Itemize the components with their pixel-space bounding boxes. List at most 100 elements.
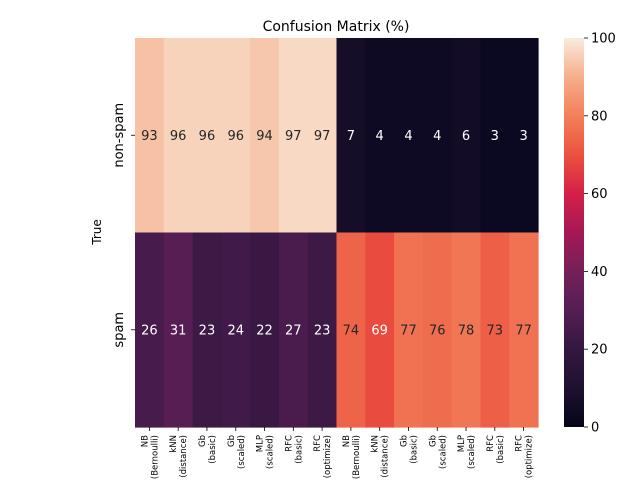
colorbar-tick-label: 100 xyxy=(591,32,616,47)
heatmap-cell xyxy=(451,38,482,234)
column-tick-label: kNN xyxy=(169,435,179,453)
row-tick-label: spam xyxy=(112,312,127,348)
row-tick-labels: non-spam spam xyxy=(112,103,135,348)
column-tick-label: NB xyxy=(140,435,150,447)
column-tick-label: (scaled) xyxy=(237,435,247,469)
colorbar xyxy=(564,38,584,427)
column-tick-label: (basic) xyxy=(208,435,218,464)
heatmap-cell xyxy=(509,232,539,428)
column-tick-label: RFC xyxy=(313,435,323,452)
column-tick-label: (basic) xyxy=(409,435,419,464)
column-tick-label: Gb xyxy=(227,435,237,447)
heatmap-cell xyxy=(278,232,309,428)
heatmap-cell xyxy=(221,38,251,234)
heatmap-cell xyxy=(192,232,222,428)
chart-title: Confusion Matrix (%) xyxy=(263,19,410,35)
colorbar-tick-label: 80 xyxy=(591,109,608,124)
column-tick-label: (basic) xyxy=(496,435,506,464)
column-tick-labels: NB (Bernoulli) kNN (distance) Gb (basic) Gb (sc… xyxy=(140,427,535,479)
cell-value-label: 3 xyxy=(519,129,527,144)
heatmap-cell xyxy=(163,38,194,234)
heatmap-cell xyxy=(365,38,395,234)
cell-value-label: 31 xyxy=(170,323,187,338)
cell-value-label: 78 xyxy=(458,323,475,338)
cell-value-label: 93 xyxy=(141,129,158,144)
cell-value-label: 4 xyxy=(404,129,412,144)
cell-value-label: 96 xyxy=(170,129,187,144)
heatmap-cell xyxy=(307,232,338,428)
column-tick-label: (distance) xyxy=(179,435,189,478)
heatmap-cell xyxy=(278,38,309,234)
heatmap-cell xyxy=(509,38,539,234)
cell-value-label: 96 xyxy=(199,129,216,144)
cell-value-label: 69 xyxy=(371,323,388,338)
heatmap-cells xyxy=(135,38,539,428)
cell-value-label: 22 xyxy=(256,323,273,338)
column-tick-label: (optimize) xyxy=(323,435,333,478)
heatmap-cell xyxy=(192,38,222,234)
column-tick-label: (optimize) xyxy=(525,435,535,478)
heatmap-cell xyxy=(307,38,338,234)
heatmap-cell-labels: 93 96 96 96 94 97 97 7 4 4 4 6 3 326 31 23 24 22 27 23 74 69 7… xyxy=(141,129,532,339)
column-tick-label: NB xyxy=(342,435,352,447)
cell-value-label: 7 xyxy=(347,129,355,144)
heatmap-cell xyxy=(480,232,510,428)
heatmap-cell xyxy=(250,232,280,428)
column-tick-label: (distance) xyxy=(381,435,391,478)
heatmap-cell xyxy=(163,232,194,428)
colorbar-ticks: 0 20 40 60 80 100 xyxy=(584,32,616,436)
column-tick-label: RFC xyxy=(486,435,496,452)
heatmap-cell xyxy=(135,38,165,234)
y-axis-label: True xyxy=(90,219,104,246)
cell-value-label: 3 xyxy=(491,129,499,144)
cell-value-label: 96 xyxy=(227,129,244,144)
heatmap-cell xyxy=(394,38,424,234)
column-tick-label: Gb xyxy=(198,435,208,447)
colorbar-tick-label: 40 xyxy=(591,265,608,280)
cell-value-label: 77 xyxy=(515,323,532,338)
colorbar-tick-label: 60 xyxy=(591,187,608,202)
heatmap-cell xyxy=(422,232,453,428)
column-tick-label: MLP xyxy=(256,435,266,452)
column-tick-label: (basic) xyxy=(294,435,304,464)
cell-value-label: 24 xyxy=(227,323,244,338)
column-tick-label: Gb xyxy=(399,435,409,447)
cell-value-label: 97 xyxy=(285,129,302,144)
column-tick-label: (scaled) xyxy=(266,435,276,469)
colorbar-tick-label: 0 xyxy=(591,421,599,436)
column-tick-label: RFC xyxy=(515,435,525,452)
heatmap-cell xyxy=(336,232,366,428)
heatmap-cell xyxy=(336,38,366,234)
cell-value-label: 26 xyxy=(141,323,158,338)
cell-value-label: 27 xyxy=(285,323,302,338)
cell-value-label: 77 xyxy=(400,323,417,338)
heatmap-cell xyxy=(365,232,395,428)
column-tick-label: RFC xyxy=(284,435,294,452)
cell-value-label: 94 xyxy=(256,129,273,144)
column-tick-label: (scaled) xyxy=(467,435,477,469)
cell-value-label: 74 xyxy=(343,323,360,338)
colorbar-tick-label: 20 xyxy=(591,343,608,358)
heatmap-cell xyxy=(451,232,482,428)
cell-value-label: 97 xyxy=(314,129,331,144)
cell-value-label: 23 xyxy=(199,323,216,338)
cell-value-label: 76 xyxy=(429,323,446,338)
cell-value-label: 6 xyxy=(462,129,470,144)
heatmap-cell xyxy=(480,38,510,234)
column-tick-label: (scaled) xyxy=(438,435,448,469)
heatmap-cell xyxy=(135,232,165,428)
cell-value-label: 23 xyxy=(314,323,331,338)
column-tick-label: (Bernoulli) xyxy=(150,435,160,479)
heatmap-cell xyxy=(221,232,251,428)
cell-value-label: 73 xyxy=(487,323,504,338)
cell-value-label: 4 xyxy=(376,129,384,144)
cell-value-label: 4 xyxy=(433,129,441,144)
column-tick-label: MLP xyxy=(457,435,467,452)
column-tick-label: kNN xyxy=(371,435,381,453)
heatmap-cell xyxy=(394,232,424,428)
heatmap-cell xyxy=(250,38,280,234)
row-tick-label: non-spam xyxy=(112,103,127,168)
column-tick-label: Gb xyxy=(428,435,438,447)
column-tick-label: (Bernoulli) xyxy=(352,435,362,479)
